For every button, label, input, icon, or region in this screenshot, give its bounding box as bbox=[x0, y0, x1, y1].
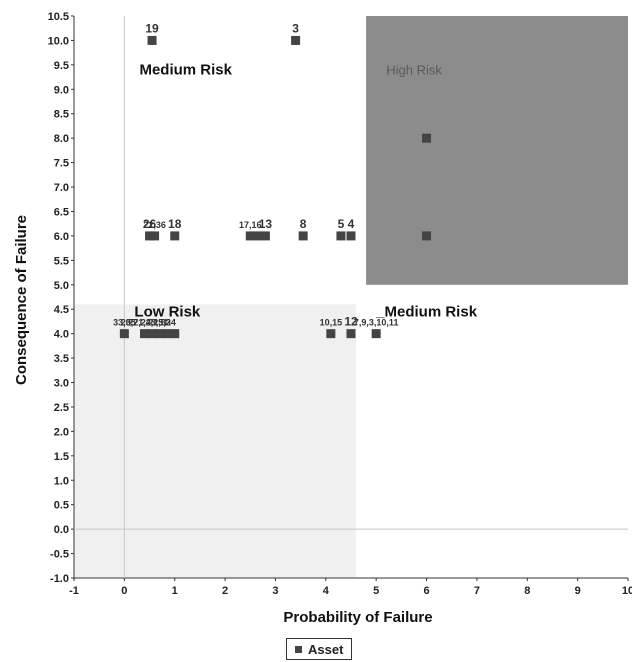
legend-label: Asset bbox=[308, 641, 344, 657]
data-label: 4 bbox=[348, 217, 355, 231]
y-tick-label: 5.0 bbox=[54, 280, 69, 292]
data-point bbox=[422, 133, 432, 143]
zone-layer bbox=[74, 16, 628, 578]
data-point bbox=[162, 329, 172, 339]
data-point bbox=[371, 329, 381, 339]
data-point bbox=[147, 35, 157, 45]
data-label: 13 bbox=[259, 217, 273, 231]
x-tick-label: 1 bbox=[172, 585, 178, 597]
x-tick-label: 5 bbox=[373, 585, 379, 597]
y-tick-label: 8.0 bbox=[54, 133, 69, 145]
data-label: 7,9,3,10,11 bbox=[354, 318, 399, 328]
x-tick-label: 0 bbox=[121, 585, 127, 597]
ticks-layer: -1 0 1 2 3 4 5 6 7 8 9 10-1.0-0.50.00.51.01.52.02.5… bbox=[48, 11, 632, 597]
data-point bbox=[245, 231, 255, 241]
data-label: 17,16 bbox=[239, 220, 262, 230]
x-tick-label: 7 bbox=[474, 585, 480, 597]
axes-layer bbox=[73, 16, 628, 579]
data-label: 8 bbox=[300, 217, 307, 231]
data-point bbox=[119, 329, 129, 339]
y-tick-label: 0.0 bbox=[54, 524, 69, 536]
data-point bbox=[170, 231, 180, 241]
data-point bbox=[260, 231, 270, 241]
zone-text: Medium Risk bbox=[139, 62, 232, 79]
data-label: 22,36 bbox=[143, 220, 166, 230]
y-tick-label: 4.0 bbox=[54, 329, 69, 341]
data-label: 19 bbox=[145, 21, 159, 35]
y-tick-label: 9.5 bbox=[54, 60, 69, 72]
zone-high-risk bbox=[366, 16, 628, 285]
data-label: 27,24,25,34 bbox=[128, 318, 176, 328]
zone-text: _Medium Risk bbox=[375, 304, 478, 321]
y-tick-label: 6.5 bbox=[54, 206, 69, 218]
data-label: 20,21,23,31 bbox=[121, 318, 169, 328]
y-tick-label: 0.5 bbox=[54, 500, 69, 512]
y-tick-label: 10.5 bbox=[48, 11, 69, 23]
y-tick-label: 7.5 bbox=[54, 158, 69, 170]
y-tick-label: 10.0 bbox=[48, 35, 69, 47]
y-tick-label: 8.5 bbox=[54, 109, 69, 121]
x-tick-label: 10 bbox=[622, 585, 632, 597]
y-tick-label: 9.0 bbox=[54, 84, 69, 96]
data-label: 18 bbox=[168, 217, 182, 231]
data-point bbox=[346, 329, 356, 339]
x-tick-label: 2 bbox=[222, 585, 228, 597]
data-point bbox=[170, 329, 180, 339]
data-label: 3 bbox=[292, 21, 299, 35]
x-tick-label: 6 bbox=[423, 585, 429, 597]
data-point bbox=[145, 231, 155, 241]
y-tick-label: 4.5 bbox=[54, 304, 69, 316]
y-tick-label: 3.5 bbox=[54, 353, 69, 365]
y-tick-label: -0.5 bbox=[50, 549, 69, 561]
x-tick-label: 8 bbox=[524, 585, 530, 597]
x-tick-label: 9 bbox=[575, 585, 581, 597]
data-label: 21,32 bbox=[148, 318, 171, 328]
data-point bbox=[336, 231, 346, 241]
data-point bbox=[147, 329, 157, 339]
data-point bbox=[291, 35, 301, 45]
y-axis-title: Consequence of Failure bbox=[13, 215, 30, 385]
x-axis-title: Probability of Failure bbox=[283, 609, 432, 626]
data-point bbox=[422, 231, 432, 241]
x-tick-label: 4 bbox=[323, 585, 330, 597]
data-point bbox=[298, 231, 308, 241]
data-label: 10,15 bbox=[320, 318, 343, 328]
data-point bbox=[326, 329, 336, 339]
legend: Asset bbox=[286, 638, 353, 660]
x-tick-label: -1 bbox=[69, 585, 79, 597]
y-tick-label: -1.0 bbox=[50, 573, 69, 585]
data-point bbox=[253, 231, 263, 241]
data-point bbox=[346, 231, 356, 241]
y-tick-label: 5.5 bbox=[54, 255, 69, 267]
data-point bbox=[140, 329, 150, 339]
y-tick-label: 1.0 bbox=[54, 475, 69, 487]
data-label: 26 bbox=[143, 217, 157, 231]
y-tick-label: 3.0 bbox=[54, 378, 69, 390]
y-tick-label: 2.5 bbox=[54, 402, 69, 414]
zone-labels-layer: Medium Risk High Risk Low Risk _Medium Risk bbox=[134, 62, 477, 321]
zone-text: High Risk bbox=[386, 63, 442, 78]
y-tick-label: 7.0 bbox=[54, 182, 69, 194]
x-tick-label: 3 bbox=[272, 585, 278, 597]
data-point bbox=[155, 329, 165, 339]
y-tick-label: 2.0 bbox=[54, 426, 69, 438]
zone-low-risk bbox=[74, 304, 357, 578]
y-tick-label: 1.5 bbox=[54, 451, 69, 463]
data-label: 12 bbox=[344, 315, 358, 329]
legend-swatch-icon bbox=[295, 645, 302, 653]
zone-text: Low Risk bbox=[134, 304, 201, 321]
y-tick-label: 6.0 bbox=[54, 231, 69, 243]
data-point bbox=[150, 231, 160, 241]
data-label: 33,35 bbox=[113, 318, 136, 328]
data-label: 5 bbox=[338, 217, 345, 231]
points-layer bbox=[119, 35, 432, 339]
